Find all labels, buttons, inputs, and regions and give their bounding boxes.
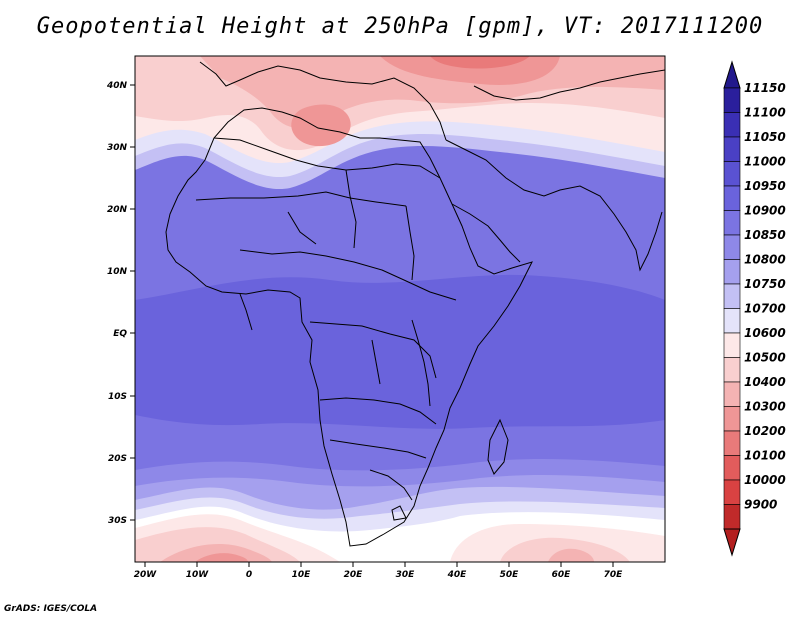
lon-label-50e: 50E xyxy=(500,570,520,580)
longitude-axis: 20W 10W 0 10E 20E 30E 40E 50E 60E 70E xyxy=(134,562,623,580)
colorbar-label: 10950 xyxy=(744,179,786,193)
colorbar-label: 10500 xyxy=(744,351,786,365)
colorbar-swatch xyxy=(723,185,741,211)
colorbar-swatch xyxy=(723,357,741,383)
colorbar-swatch xyxy=(723,161,741,187)
colorbar-swatch xyxy=(723,406,741,432)
lat-label-20s: 20S xyxy=(108,454,127,464)
colorbar-swatch xyxy=(723,308,741,334)
colorbar-swatch xyxy=(723,479,741,505)
map-title: Geopotential Height at 250hPa [gpm], VT:… xyxy=(36,14,764,39)
plot-frame xyxy=(134,55,666,563)
colorbar-label: 10700 xyxy=(744,302,786,316)
colorbar-label: 11000 xyxy=(744,155,786,169)
colorbar-label: 10750 xyxy=(744,277,786,291)
coastlines xyxy=(165,61,665,547)
lon-label-60e: 60E xyxy=(552,570,572,580)
lon-label-40e: 40E xyxy=(447,570,468,580)
colorbar: 11150 11100 11050 11000 10950 10900 10850 10800… xyxy=(723,60,786,557)
lat-label-40n: 40N xyxy=(106,81,128,91)
colorbar-label: 10800 xyxy=(744,253,786,267)
lon-label-10w: 10W xyxy=(186,570,210,580)
lon-label-0: 0 xyxy=(246,570,252,580)
lon-label-10e: 10E xyxy=(292,570,312,580)
colorbar-swatch xyxy=(723,87,741,113)
colorbar-label: 11050 xyxy=(744,130,786,144)
colorbar-label: 10850 xyxy=(744,228,786,242)
colorbar-label: 10600 xyxy=(744,326,786,340)
lat-label-30s: 30S xyxy=(108,516,127,526)
colorbar-swatch xyxy=(723,332,741,358)
colorbar-swatch xyxy=(723,210,741,236)
credit-label: GrADS: IGES/COLA xyxy=(4,604,98,614)
contour-field xyxy=(135,56,665,562)
latitude-axis: 40N 30N 20N 10N EQ 10S 20S 30S xyxy=(106,81,135,526)
lat-label-10s: 10S xyxy=(108,392,127,402)
colorbar-label: 11150 xyxy=(744,81,786,95)
lon-label-20e: 20E xyxy=(344,570,364,580)
colorbar-label: 10200 xyxy=(744,424,786,438)
colorbar-label: 9900 xyxy=(744,498,777,512)
colorbar-swatch xyxy=(723,112,741,138)
colorbar-swatch xyxy=(723,283,741,309)
lon-label-70e: 70E xyxy=(604,570,624,580)
lat-label-30n: 30N xyxy=(107,143,128,153)
lon-label-30e: 30E xyxy=(396,570,416,580)
colorbar-label: 10400 xyxy=(744,375,786,389)
colorbar-swatch xyxy=(723,136,741,162)
lat-label-10n: 10N xyxy=(107,267,128,277)
colorbar-swatch xyxy=(723,381,741,407)
colorbar-swatch xyxy=(723,455,741,481)
colorbar-swatch xyxy=(723,430,741,456)
colorbar-label: 10900 xyxy=(744,204,786,218)
colorbar-max-triangle xyxy=(723,60,741,89)
colorbar-swatch xyxy=(723,259,741,285)
colorbar-label: 10300 xyxy=(744,400,786,414)
lon-label-20w: 20W xyxy=(134,570,158,580)
colorbar-label: 10000 xyxy=(744,473,786,487)
lat-label-20n: 20N xyxy=(107,205,128,215)
colorbar-min-triangle xyxy=(723,528,741,557)
colorbar-label: 10100 xyxy=(744,449,786,463)
lat-label-eq: EQ xyxy=(113,329,127,339)
colorbar-label: 11100 xyxy=(744,106,786,120)
colorbar-swatch xyxy=(723,234,741,260)
colorbar-swatch xyxy=(723,504,741,530)
